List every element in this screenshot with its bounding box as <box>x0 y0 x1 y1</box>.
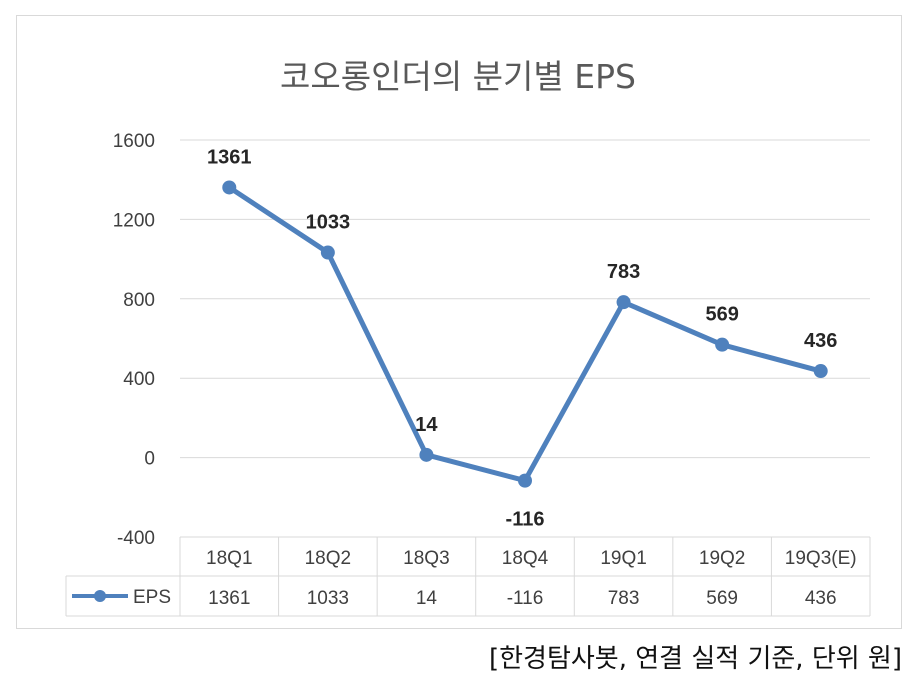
y-tick-label: 1600 <box>113 131 155 152</box>
data-label: -116 <box>506 509 545 531</box>
table-value: 569 <box>706 588 738 609</box>
data-point <box>419 447 434 462</box>
y-tick-label: 0 <box>144 449 155 470</box>
category-label: 18Q4 <box>502 548 549 569</box>
y-tick-label: 400 <box>123 369 155 390</box>
data-point <box>320 245 335 260</box>
data-point <box>518 473 532 488</box>
data-point <box>222 180 237 195</box>
source-note: [한경탐사봇, 연결 실적 기준, 단위 원] <box>488 644 902 674</box>
chart-frame <box>16 15 902 629</box>
data-label: 14 <box>415 414 438 436</box>
data-point <box>715 337 730 352</box>
data-point <box>616 295 631 310</box>
table-value: 783 <box>608 588 640 609</box>
data-label: 1033 <box>306 212 351 234</box>
y-tick-label: -400 <box>117 528 155 549</box>
data-label: 783 <box>607 261 640 283</box>
y-tick-label: 800 <box>123 290 155 311</box>
category-label: 18Q1 <box>206 548 252 569</box>
category-label: 19Q3(E) <box>785 548 857 569</box>
legend-label: EPS <box>133 587 171 608</box>
data-point <box>813 364 828 379</box>
table-value: 436 <box>805 588 837 609</box>
table-value: 14 <box>416 588 438 609</box>
table-value: 1033 <box>307 588 349 609</box>
category-label: 19Q1 <box>600 548 646 569</box>
category-label: 18Q2 <box>305 548 351 569</box>
category-label: 18Q3 <box>403 548 449 569</box>
data-label: 569 <box>705 304 738 326</box>
data-label: 436 <box>804 330 837 352</box>
data-label: 1361 <box>207 146 252 168</box>
legend-marker <box>94 590 106 602</box>
table-value: 1361 <box>208 588 250 609</box>
table-value: -116 <box>507 588 544 609</box>
chart-title: 코오롱인더의 분기별 EPS <box>280 57 636 96</box>
category-label: 19Q2 <box>699 548 745 569</box>
y-tick-label: 1200 <box>113 210 155 231</box>
